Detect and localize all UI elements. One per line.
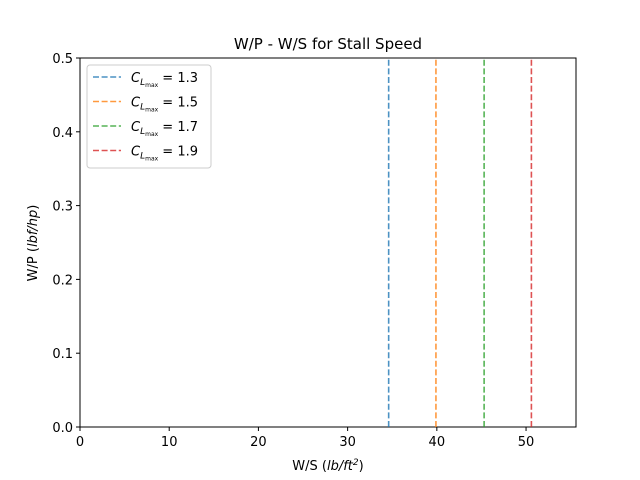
x-axis-label-suffix: ) (359, 459, 364, 474)
legend: CLmax = 1.3 CLmax = 1.5 CLmax = 1.7 CLmax =… (86, 64, 212, 169)
x-axis-label: W/S (lb/ft2) (292, 458, 363, 474)
x-tick-label: 10 (161, 435, 178, 450)
y-axis-label-suffix: ) (26, 205, 41, 210)
legend-label-3: CLmax = 1.9 (131, 145, 198, 163)
y-tick-label: 0.0 (52, 421, 73, 436)
plot-frame (79, 57, 577, 428)
chart-title: W/P - W/S for Stall Speed (234, 35, 422, 53)
x-tick-label: 20 (250, 435, 267, 450)
x-axis-label-prefix: W/S ( (292, 459, 327, 474)
x-axis-label-sup: 2 (353, 458, 359, 468)
legend-label-0: CLmax = 1.3 (131, 71, 198, 89)
x-tick-label: 40 (429, 435, 446, 450)
y-tick-label: 0.3 (52, 200, 73, 215)
series-layer (387, 58, 533, 427)
x-axis-label-unit: lb/ft (327, 459, 354, 474)
y-axis-label-prefix: W/P ( (26, 247, 41, 281)
plot-area (79, 57, 577, 428)
y-tick-label: 0.4 (52, 126, 73, 141)
y-tick-label: 0.2 (52, 273, 73, 288)
x-axis-ticks: 0 10 20 30 40 50 (76, 427, 534, 450)
legend-label-1: CLmax = 1.5 (131, 96, 198, 114)
legend-frame (86, 64, 212, 169)
y-axis-ticks: 0.0 0.1 0.2 0.3 0.4 0.5 (52, 52, 80, 436)
x-tick-label: 50 (518, 435, 535, 450)
y-tick-label: 0.5 (52, 52, 73, 67)
y-axis-label: W/P (lbf/hp) (26, 205, 41, 282)
y-axis-label-unit: lbf/hp (26, 210, 41, 247)
x-tick-label: 0 (76, 435, 84, 450)
y-tick-label: 0.1 (52, 347, 73, 362)
x-tick-label: 30 (339, 435, 356, 450)
legend-label-2: CLmax = 1.7 (131, 120, 198, 138)
